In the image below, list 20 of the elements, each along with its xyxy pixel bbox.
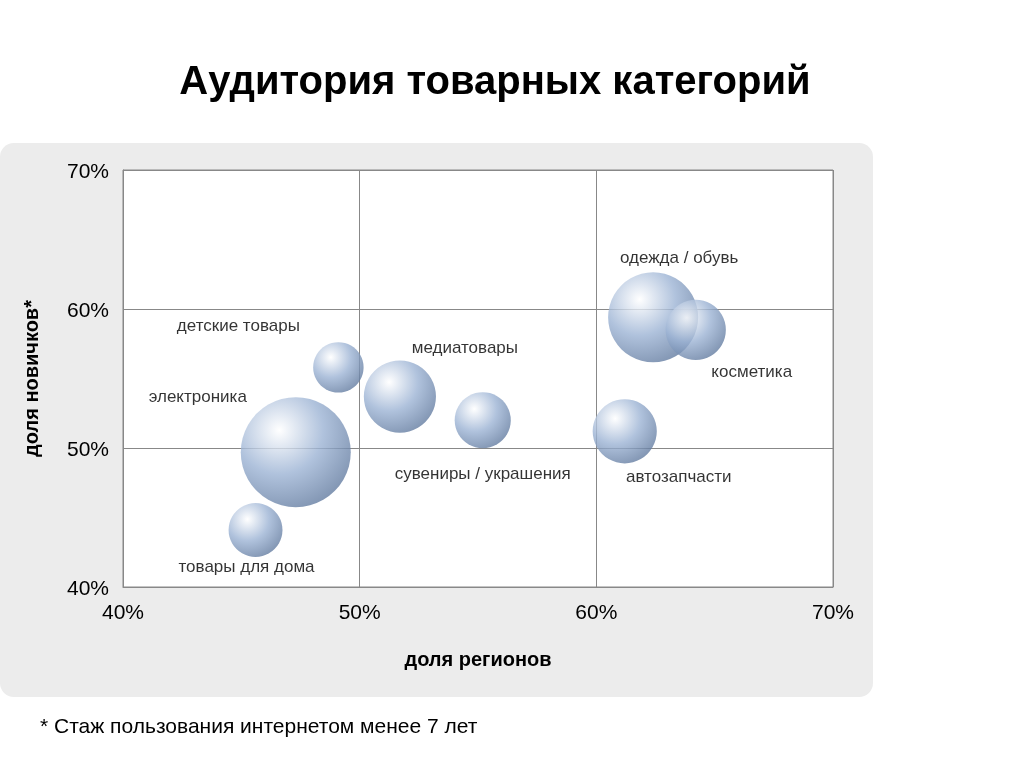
series-label: детские товары [176,315,300,335]
text: * Стаж пользования интернетом менее 7 лет [40,714,478,738]
y-tick-label: 60% [66,297,109,321]
y-tick-label: 50% [66,436,109,460]
series-label: косметика [711,362,793,382]
series-label: электроника [148,386,248,406]
series-label: медиатовары [411,338,519,358]
x-tick-label: 60% [575,600,618,623]
y-tick-label: 70% [66,158,109,182]
series-label: одежда / обувь [619,247,739,267]
series-label: товары для дома [178,556,316,576]
x-tick-label: 40% [101,600,145,623]
series-label: сувениры / украшения [394,463,571,483]
series-label: автозапчасти [625,466,732,486]
x-tick-label: 50% [338,600,381,623]
x-tick-label: 70% [811,600,855,623]
x-axis-title: доля регионов [404,648,552,670]
y-tick-label: 40% [66,575,109,599]
y-axis-title: доля новичков* [20,299,42,457]
chart-title: Аудитория товарных категорий [179,58,811,102]
